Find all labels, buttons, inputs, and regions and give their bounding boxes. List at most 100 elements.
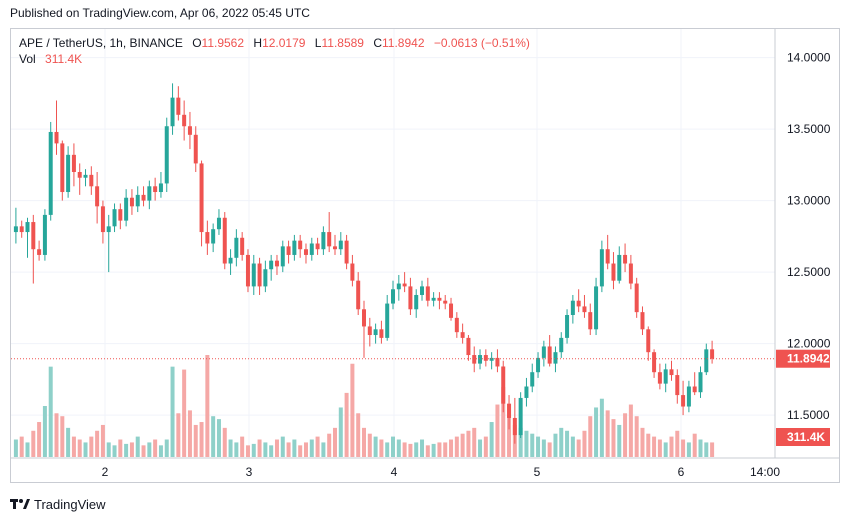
- volume-bar: [89, 436, 94, 457]
- volume-bar: [95, 430, 100, 457]
- candle-body: [95, 186, 100, 207]
- volume-bar: [71, 436, 76, 457]
- volume-bar: [100, 424, 105, 457]
- volume-bar: [553, 433, 558, 457]
- candle-body: [211, 229, 216, 244]
- volume-bar: [129, 442, 134, 457]
- candle-body: [611, 263, 616, 281]
- candle-body: [605, 249, 610, 264]
- candle-body: [692, 386, 697, 393]
- candle-body: [176, 97, 181, 115]
- volume-bar: [454, 436, 459, 457]
- volume-bar: [182, 369, 187, 457]
- candle-body: [408, 286, 413, 310]
- volume-bar: [547, 442, 552, 457]
- candle-body: [234, 237, 239, 258]
- candle-body: [594, 286, 599, 330]
- last-volume-tag: [776, 428, 830, 446]
- volume-bar: [298, 445, 303, 457]
- volume-bar: [234, 442, 239, 457]
- volume-bar: [292, 439, 297, 457]
- volume-bar: [507, 416, 512, 457]
- candle-body: [344, 240, 349, 264]
- volume-bar: [518, 427, 523, 457]
- candle-body: [414, 294, 419, 310]
- volume-bar: [425, 445, 430, 457]
- candle-body: [454, 317, 459, 333]
- volume-bar: [669, 436, 674, 457]
- candle-body: [507, 403, 512, 418]
- candle-body: [83, 174, 88, 178]
- volume-bar: [263, 442, 268, 457]
- volume-bar: [280, 436, 285, 457]
- candles: [13, 83, 715, 444]
- candle-body: [170, 97, 175, 127]
- candle-body: [356, 280, 361, 310]
- candle-body: [425, 286, 430, 301]
- volume-bar: [222, 427, 227, 457]
- candle-body: [617, 254, 622, 281]
- candle-body: [42, 214, 47, 255]
- candle-body: [280, 246, 285, 267]
- low-value: 11.8589: [321, 36, 364, 50]
- price-tick-label: 13.5000: [787, 122, 831, 136]
- change-value: −0.0613 (−0.51%): [433, 36, 530, 50]
- volume-bar: [309, 439, 314, 457]
- candle-body: [536, 357, 541, 373]
- candle-body: [391, 289, 396, 304]
- volume-bar: [274, 439, 279, 457]
- volume-bar: [373, 436, 378, 457]
- volume-bar: [710, 442, 715, 457]
- candle-body: [106, 226, 111, 233]
- volume-bar: [211, 416, 216, 457]
- candle-body: [483, 355, 488, 361]
- candle-body: [634, 283, 639, 313]
- candle-body: [60, 143, 65, 193]
- candle-body: [245, 254, 250, 287]
- volume-bar: [367, 433, 372, 457]
- volume-bar: [315, 436, 320, 457]
- candle-body: [657, 372, 662, 384]
- symbol-label: APE / TetherUS, 1h, BINANCE: [19, 36, 183, 50]
- volume-bar: [205, 355, 210, 457]
- volume-bar: [338, 407, 343, 457]
- volume-bar: [379, 439, 384, 457]
- candle-body: [512, 417, 517, 436]
- volume-bar: [158, 445, 163, 457]
- candle-body: [675, 375, 680, 396]
- candle-body: [623, 254, 628, 264]
- candle-body: [37, 249, 42, 255]
- candle-body: [25, 222, 30, 233]
- candle-body: [13, 226, 18, 233]
- candle-body: [158, 183, 163, 193]
- brand-logo: TradingView: [10, 496, 106, 512]
- volume-bar: [495, 404, 500, 457]
- open-value: 11.9562: [201, 36, 245, 50]
- last-volume-text: 311.4K: [787, 430, 825, 444]
- volume-bar: [48, 366, 53, 457]
- volume-bar: [193, 424, 198, 457]
- candle-body: [402, 283, 407, 287]
- volume-bar: [640, 427, 645, 457]
- volume-bar: [344, 392, 349, 457]
- candle-body: [640, 312, 645, 330]
- candle-body: [164, 126, 169, 184]
- candle-body: [263, 269, 268, 287]
- volume-bar: [251, 443, 256, 457]
- volume-bar: [478, 439, 483, 457]
- time-tick-label: 5: [534, 465, 541, 479]
- volume-bar: [565, 430, 570, 457]
- chart-frame[interactable]: [10, 28, 840, 483]
- candle-body: [112, 209, 117, 227]
- volume-bar: [228, 439, 233, 457]
- candle-body: [286, 246, 291, 255]
- volume-bar: [327, 433, 332, 457]
- close-value: 11.8942: [382, 36, 425, 50]
- volume-bar: [704, 442, 709, 457]
- legend: APE / TetherUS, 1h, BINANCE O11.9562 H12…: [19, 35, 530, 67]
- candle-body: [663, 369, 668, 384]
- volume-bar: [240, 436, 245, 457]
- candle-body: [710, 349, 715, 359]
- candle-body: [135, 194, 140, 207]
